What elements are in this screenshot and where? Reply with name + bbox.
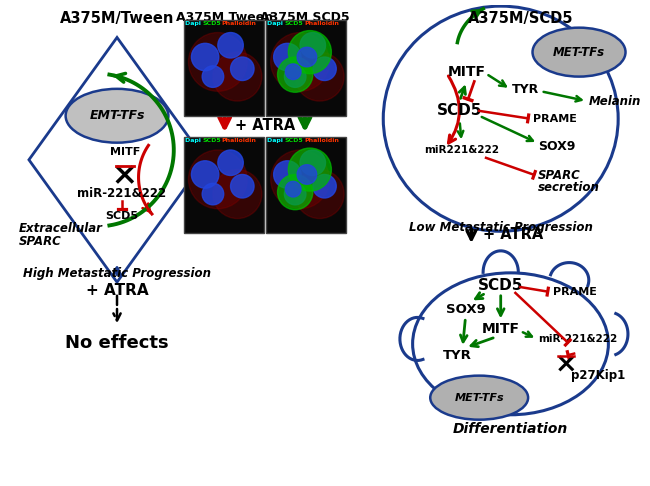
Ellipse shape — [532, 28, 625, 77]
Ellipse shape — [66, 89, 168, 143]
Text: Phalloidin: Phalloidin — [304, 138, 339, 143]
Text: Dapi: Dapi — [266, 21, 285, 26]
Circle shape — [213, 170, 262, 219]
Circle shape — [202, 183, 224, 205]
Text: No effects: No effects — [65, 334, 169, 352]
Circle shape — [278, 174, 313, 210]
Text: SCD5: SCD5 — [202, 21, 221, 26]
Text: SCD5: SCD5 — [105, 210, 138, 221]
Text: A375M SCD5: A375M SCD5 — [260, 11, 350, 24]
Bar — [183, 137, 264, 233]
Text: High Metastatic Progression: High Metastatic Progression — [23, 267, 211, 280]
Text: A375M Tween: A375M Tween — [176, 11, 273, 24]
Circle shape — [274, 161, 301, 188]
Text: SCD5: SCD5 — [285, 138, 303, 143]
Circle shape — [285, 66, 306, 87]
Circle shape — [295, 52, 344, 101]
Circle shape — [274, 43, 301, 71]
Text: TYR: TYR — [512, 83, 539, 96]
Circle shape — [191, 43, 219, 71]
Text: Phalloidin: Phalloidin — [304, 21, 339, 26]
Circle shape — [270, 150, 330, 209]
Circle shape — [191, 161, 219, 188]
Circle shape — [188, 33, 247, 91]
Circle shape — [313, 174, 336, 198]
Circle shape — [270, 33, 330, 91]
Text: Melanin: Melanin — [589, 95, 641, 107]
Text: Phalloidin: Phalloidin — [222, 21, 257, 26]
Circle shape — [285, 64, 301, 80]
Text: + ATRA: + ATRA — [86, 283, 148, 298]
Circle shape — [278, 57, 313, 92]
Text: PRAME: PRAME — [533, 114, 577, 124]
Text: Differentiation: Differentiation — [453, 422, 568, 436]
Text: MITF: MITF — [110, 147, 140, 157]
Circle shape — [231, 57, 254, 81]
Circle shape — [285, 181, 301, 197]
Circle shape — [218, 33, 243, 58]
Text: Phalloidin: Phalloidin — [222, 138, 257, 143]
Circle shape — [213, 52, 262, 101]
Text: A375M/SCD5: A375M/SCD5 — [467, 11, 573, 26]
Circle shape — [202, 66, 224, 87]
Circle shape — [297, 47, 317, 67]
Circle shape — [300, 150, 326, 175]
Text: Low Metastatic Progression: Low Metastatic Progression — [409, 222, 593, 234]
Bar — [266, 137, 346, 233]
Text: SOX9: SOX9 — [446, 303, 486, 316]
Text: EMT-TFs: EMT-TFs — [89, 109, 145, 122]
Bar — [183, 20, 264, 116]
Text: SCD5: SCD5 — [202, 138, 221, 143]
Text: Dapi: Dapi — [185, 138, 203, 143]
Text: + ATRA: + ATRA — [235, 118, 295, 133]
Text: miR-221&222: miR-221&222 — [77, 187, 166, 200]
Text: PRAME: PRAME — [552, 287, 597, 297]
Circle shape — [231, 174, 254, 198]
Text: A375M/Tween: A375M/Tween — [60, 11, 174, 26]
Circle shape — [218, 150, 243, 175]
Text: MITF: MITF — [447, 65, 486, 79]
Text: miR221&222: miR221&222 — [424, 145, 499, 155]
Circle shape — [188, 150, 247, 209]
Text: secretion: secretion — [538, 181, 600, 194]
Circle shape — [285, 183, 306, 205]
Text: SPARC: SPARC — [538, 169, 580, 182]
Text: Dapi: Dapi — [266, 138, 285, 143]
Circle shape — [295, 170, 344, 219]
Circle shape — [300, 33, 326, 58]
Circle shape — [313, 57, 336, 81]
Circle shape — [289, 148, 332, 191]
Text: SPARC: SPARC — [19, 235, 62, 247]
Text: miR-221&222: miR-221&222 — [538, 334, 617, 344]
Text: Extracellular: Extracellular — [19, 222, 103, 235]
Circle shape — [289, 31, 332, 74]
Text: SCD5: SCD5 — [437, 104, 482, 119]
Text: p27Kip1: p27Kip1 — [571, 369, 625, 382]
Text: + ATRA: + ATRA — [483, 226, 543, 242]
Text: MET-TFs: MET-TFs — [553, 46, 605, 59]
Circle shape — [297, 165, 317, 184]
Text: MET-TFs: MET-TFs — [454, 393, 504, 403]
Text: SCD5: SCD5 — [285, 21, 303, 26]
Text: TYR: TYR — [443, 349, 472, 362]
Text: SOX9: SOX9 — [538, 139, 575, 153]
Text: Dapi: Dapi — [185, 21, 203, 26]
Text: MITF: MITF — [482, 322, 520, 336]
Bar — [266, 20, 346, 116]
Text: SCD5: SCD5 — [478, 278, 523, 293]
Ellipse shape — [430, 376, 528, 420]
